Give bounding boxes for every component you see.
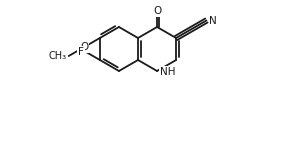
Text: O: O: [153, 6, 161, 16]
Text: NH: NH: [160, 67, 175, 77]
Text: O: O: [80, 42, 88, 52]
Text: CH₃: CH₃: [49, 51, 67, 61]
Text: N: N: [210, 15, 217, 25]
Text: F: F: [78, 47, 84, 57]
